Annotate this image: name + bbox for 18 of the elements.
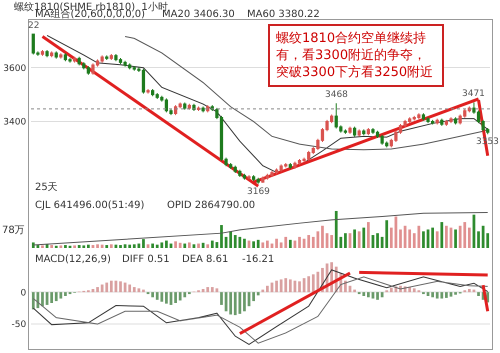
annotation: 3471 — [462, 89, 485, 99]
annotation: 3169 — [247, 187, 270, 197]
y-tick-label: -50 — [11, 320, 26, 330]
annotation: DIFF 0.51 — [122, 254, 170, 265]
annotation: CJL 641496.00(51:49) — [35, 200, 144, 211]
annotation: 螺纹1810合约空单继续持有，看3300附近的争夺，突破3300下方看3250附近 — [268, 24, 444, 87]
annotation: DEA 8.61 — [182, 254, 228, 265]
y-tick-label: 3600 — [3, 64, 26, 74]
annotation: 25天 — [35, 182, 58, 193]
annotation: OPID 2864790.00 — [167, 200, 256, 211]
y-tick-label: 3400 — [3, 118, 26, 128]
y-tick-label: 0 — [20, 288, 26, 298]
annotation: -16.21 — [242, 254, 274, 265]
text: MA20 3406.30 — [162, 9, 235, 20]
text: MA60 3380.22 — [247, 9, 320, 20]
annotation: MACD(12,26,9) — [35, 254, 112, 265]
annotation: 3468 — [325, 90, 348, 100]
text: 78万 — [2, 225, 25, 236]
